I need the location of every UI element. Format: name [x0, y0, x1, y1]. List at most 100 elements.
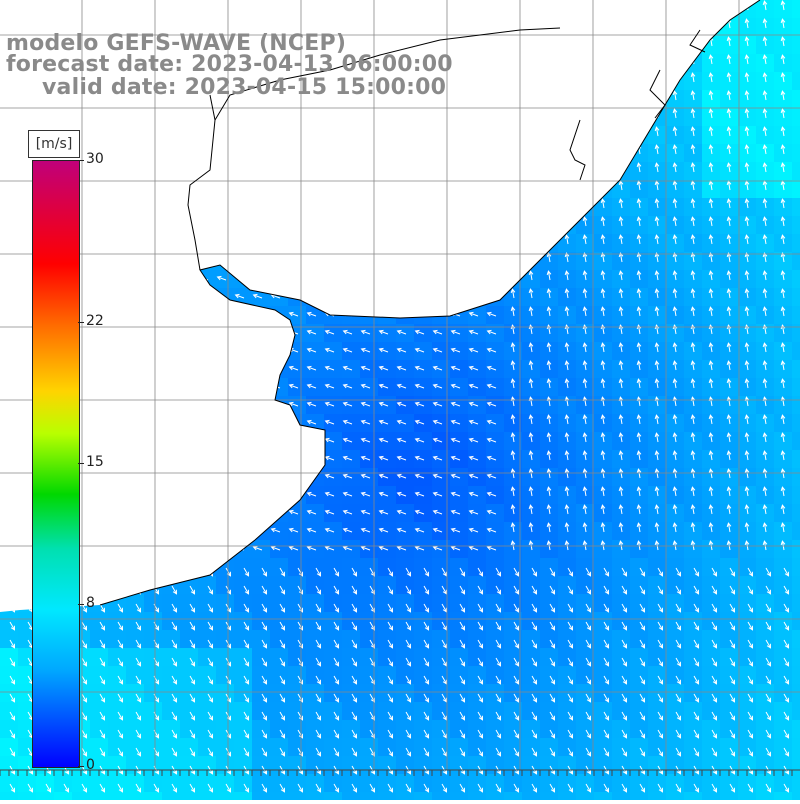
wind-arrow — [342, 419, 353, 425]
wind-arrow — [162, 167, 173, 173]
speed-cell — [180, 558, 198, 576]
wind-arrow — [135, 747, 142, 757]
speed-cell — [612, 342, 630, 360]
speed-cell — [252, 450, 270, 468]
speed-cell — [198, 666, 216, 684]
speed-cell — [0, 162, 18, 180]
wind-arrow — [708, 72, 714, 83]
wind-arrow — [198, 149, 209, 155]
speed-cell — [180, 0, 198, 18]
wind-arrow — [672, 288, 678, 299]
wind-arrow — [672, 126, 678, 137]
speed-cell — [216, 774, 234, 792]
speed-cell — [576, 324, 594, 342]
speed-cell — [666, 108, 684, 126]
speed-cell — [414, 270, 432, 288]
speed-cell — [630, 306, 648, 324]
wind-arrow — [486, 203, 497, 209]
wind-arrow — [744, 360, 750, 371]
speed-cell — [792, 666, 800, 684]
wind-arrow — [117, 621, 124, 631]
speed-cell — [558, 108, 576, 126]
wind-arrow — [144, 167, 155, 173]
speed-cell — [378, 324, 396, 342]
speed-cell — [216, 378, 234, 396]
wind-arrow — [450, 545, 461, 551]
speed-cell — [576, 504, 594, 522]
wind-arrow — [528, 162, 534, 173]
speed-cell — [774, 378, 792, 396]
wind-arrow — [783, 603, 790, 613]
speed-cell — [720, 54, 738, 72]
speed-cell — [108, 648, 126, 666]
wind-arrow — [780, 342, 786, 353]
speed-cell — [666, 270, 684, 288]
wind-arrow — [351, 693, 358, 703]
speed-cell — [738, 486, 756, 504]
speed-cell — [108, 522, 126, 540]
speed-cell — [720, 720, 738, 738]
wind-arrow — [441, 585, 448, 595]
wind-arrow — [468, 509, 479, 515]
wind-arrow — [378, 131, 389, 137]
wind-arrow — [108, 23, 119, 29]
wind-arrow — [675, 711, 682, 721]
wind-arrow — [762, 18, 768, 29]
speed-cell — [450, 288, 468, 306]
speed-cell — [594, 342, 612, 360]
speed-cell — [54, 774, 72, 792]
wind-arrow — [378, 491, 389, 497]
speed-cell — [162, 198, 180, 216]
speed-cell — [558, 450, 576, 468]
speed-cell — [792, 72, 800, 90]
speed-cell — [738, 576, 756, 594]
speed-cell — [612, 90, 630, 108]
speed-cell — [396, 180, 414, 198]
wind-arrow — [333, 585, 340, 595]
wind-arrow — [486, 239, 497, 245]
wind-arrow — [765, 747, 772, 757]
speed-cell — [126, 522, 144, 540]
wind-arrow — [654, 432, 660, 443]
speed-cell — [324, 414, 342, 432]
wind-arrow — [333, 711, 340, 721]
wind-arrow — [510, 270, 516, 281]
speed-cell — [576, 522, 594, 540]
speed-cell — [558, 630, 576, 648]
wind-arrow — [510, 360, 516, 371]
speed-cell — [648, 306, 666, 324]
speed-cell — [342, 198, 360, 216]
speed-cell — [702, 522, 720, 540]
wind-arrow — [36, 23, 47, 29]
speed-cell — [378, 144, 396, 162]
speed-cell — [144, 288, 162, 306]
wind-arrow — [621, 693, 628, 703]
speed-cell — [198, 702, 216, 720]
wind-arrow — [342, 455, 353, 461]
wind-arrow — [90, 113, 101, 119]
speed-cell — [234, 198, 252, 216]
wind-arrow — [198, 509, 209, 515]
speed-cell — [162, 720, 180, 738]
wind-arrow — [744, 522, 750, 533]
speed-cell — [774, 342, 792, 360]
wind-arrow — [690, 414, 696, 425]
speed-cell — [108, 630, 126, 648]
wind-arrow — [564, 270, 570, 281]
speed-cell — [126, 576, 144, 594]
speed-cell — [612, 720, 630, 738]
speed-cell — [360, 684, 378, 702]
wind-arrow — [414, 437, 425, 443]
speed-cell — [378, 198, 396, 216]
speed-cell — [594, 468, 612, 486]
wind-arrow — [432, 185, 443, 191]
speed-cell — [414, 378, 432, 396]
wind-arrow — [582, 486, 588, 497]
wind-arrow — [765, 585, 772, 595]
wind-arrow — [486, 41, 497, 47]
speed-cell — [198, 378, 216, 396]
wind-arrow — [378, 185, 389, 191]
wind-arrow — [414, 275, 425, 281]
speed-cell — [180, 198, 198, 216]
speed-cell — [522, 360, 540, 378]
